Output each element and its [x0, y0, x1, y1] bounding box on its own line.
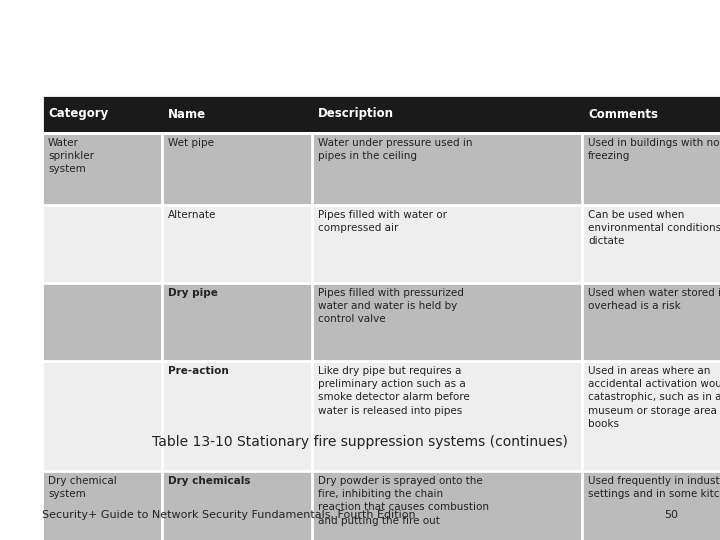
Text: Used when water stored in pipes
overhead is a risk: Used when water stored in pipes overhead…	[588, 288, 720, 311]
Text: Alternate: Alternate	[168, 210, 217, 220]
Bar	[42, 205, 720, 283]
Bar	[42, 133, 720, 205]
Text: Water under pressure used in
pipes in the ceiling: Water under pressure used in pipes in th…	[318, 138, 472, 161]
Text: Used frequently in industrial
settings and in some kitchens: Used frequently in industrial settings a…	[588, 476, 720, 499]
Text: Pre-action: Pre-action	[168, 366, 229, 376]
Text: Security+ Guide to Network Security Fundamentals, Fourth Edition: Security+ Guide to Network Security Fund…	[42, 510, 415, 520]
Text: Dry powder is sprayed onto the
fire, inhibiting the chain
reaction that causes c: Dry powder is sprayed onto the fire, inh…	[318, 476, 489, 525]
Text: Dry pipe: Dry pipe	[168, 288, 218, 298]
Text: Category: Category	[48, 107, 108, 120]
Text: 50: 50	[664, 510, 678, 520]
Text: Table 13-10 Stationary fire suppression systems (continues): Table 13-10 Stationary fire suppression …	[152, 435, 568, 449]
Bar	[42, 95, 720, 133]
Text: Like dry pipe but requires a
preliminary action such as a
smoke detector alarm b: Like dry pipe but requires a preliminary…	[318, 366, 469, 416]
Bar	[42, 361, 720, 471]
Text: Water
sprinkler
system: Water sprinkler system	[48, 138, 94, 174]
Bar	[42, 471, 720, 540]
Text: Used in areas where an
accidental activation would be
catastrophic, such as in a: Used in areas where an accidental activa…	[588, 366, 720, 429]
Text: Wet pipe: Wet pipe	[168, 138, 214, 148]
Text: Name: Name	[168, 107, 206, 120]
Text: Comments: Comments	[588, 107, 658, 120]
Text: Can be used when
environmental conditions
dictate: Can be used when environmental condition…	[588, 210, 720, 246]
Text: Dry chemicals: Dry chemicals	[168, 476, 251, 486]
Text: Pipes filled with pressurized
water and water is held by
control valve: Pipes filled with pressurized water and …	[318, 288, 464, 325]
Text: Used in buildings with no risk of
freezing: Used in buildings with no risk of freezi…	[588, 138, 720, 161]
Text: Pipes filled with water or
compressed air: Pipes filled with water or compressed ai…	[318, 210, 447, 233]
Text: Dry chemical
system: Dry chemical system	[48, 476, 117, 499]
Bar	[42, 283, 720, 361]
Text: Description: Description	[318, 107, 394, 120]
